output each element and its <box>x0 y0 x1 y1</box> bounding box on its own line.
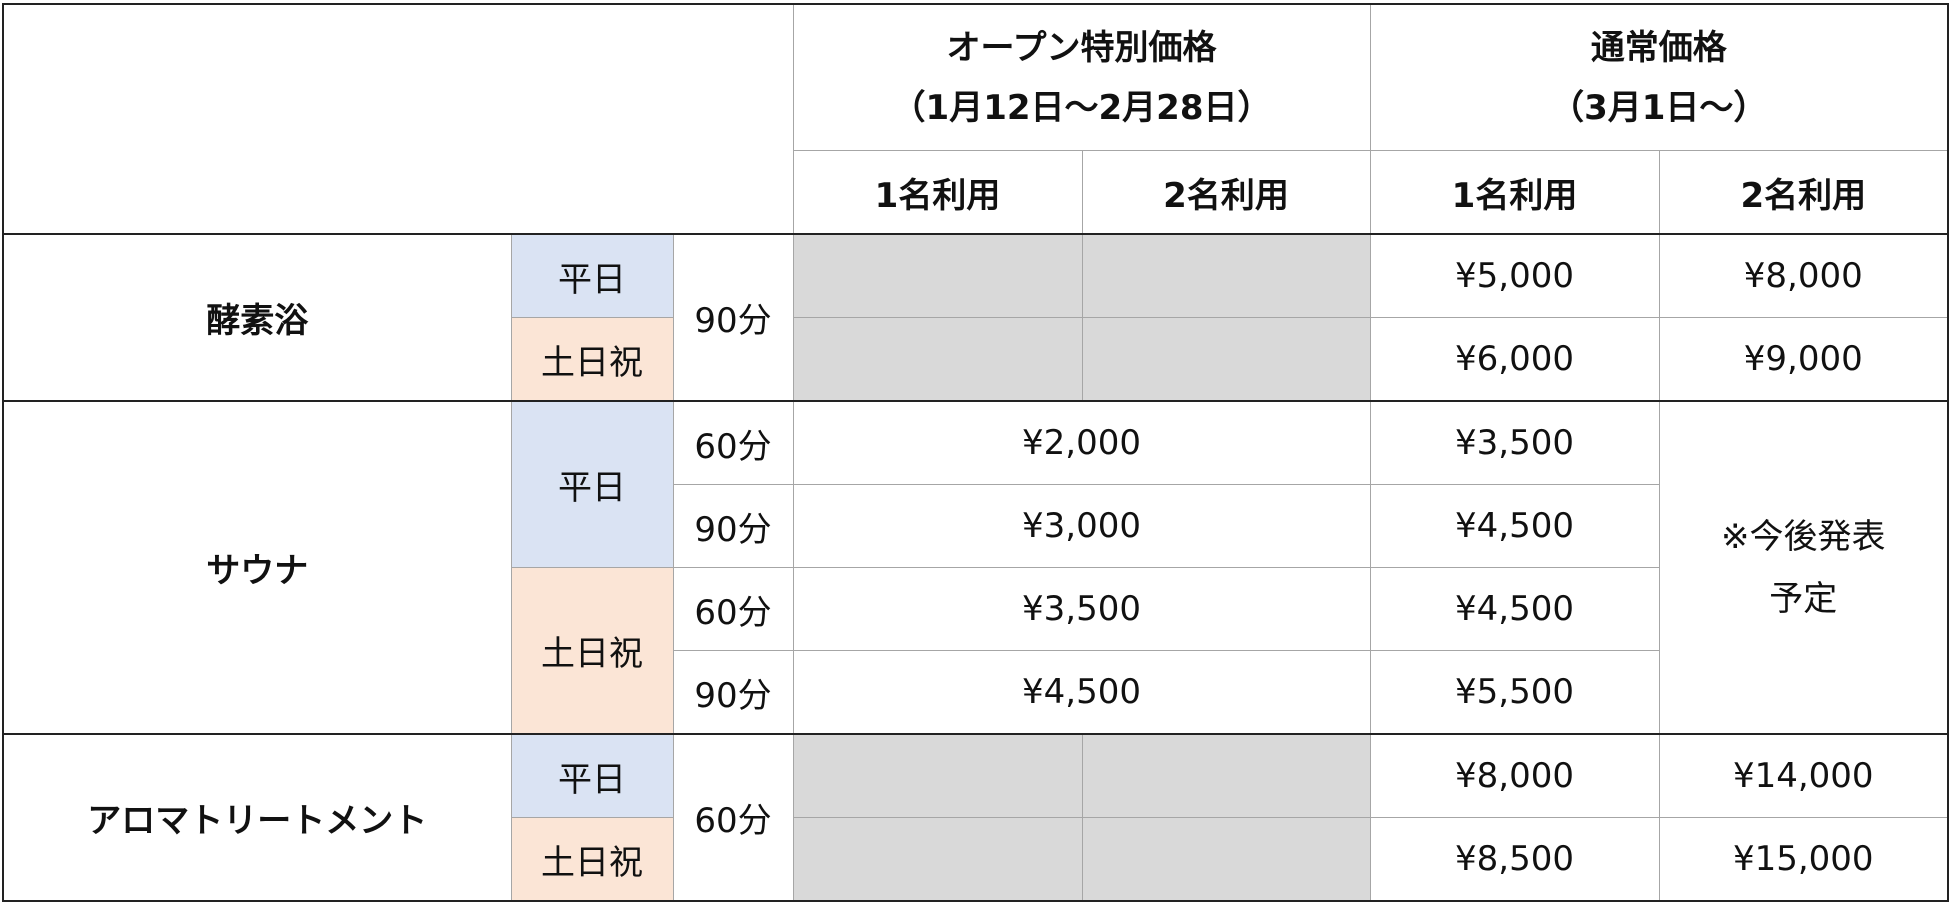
price-cell: ¥3,000 <box>792 484 1371 568</box>
duration: 90分 <box>672 650 794 735</box>
open-price-period: （1月12日～2月28日） <box>891 87 1272 128</box>
open-price-header: オープン特別価格 （1月12日～2月28日） <box>792 3 1371 151</box>
open-price-title: オープン特別価格 <box>946 27 1217 68</box>
price-cell: ¥4,500 <box>1369 484 1660 568</box>
open-1person-header: 1名利用 <box>792 150 1083 235</box>
open-2person-header: 2名利用 <box>1081 150 1371 235</box>
day-type-weekend: 土日祝 <box>510 317 674 402</box>
day-type-weekday: 平日 <box>510 733 674 818</box>
price-cell: ¥3,500 <box>792 567 1371 651</box>
price-cell: ¥5,000 <box>1369 233 1660 318</box>
unavailable-cell <box>792 233 1083 318</box>
price-table: オープン特別価格 （1月12日～2月28日） 通常価格 （3月1日～） 1名利用… <box>2 3 1950 902</box>
duration: 60分 <box>672 400 794 485</box>
regular-2person-header: 2名利用 <box>1658 150 1949 235</box>
duration: 60分 <box>672 733 794 902</box>
price-cell: ¥14,000 <box>1658 733 1949 818</box>
unavailable-cell <box>1081 733 1371 818</box>
regular-price-title: 通常価格 <box>1590 27 1727 68</box>
price-cell: ¥8,500 <box>1369 817 1660 902</box>
unavailable-cell <box>1081 233 1371 318</box>
note-line: 予定 <box>1769 578 1838 619</box>
price-cell: ¥6,000 <box>1369 317 1660 402</box>
price-cell: ¥15,000 <box>1658 817 1949 902</box>
regular-price-header: 通常価格 （3月1日～） <box>1369 3 1949 151</box>
announcement-note: ※今後発表 予定 <box>1658 400 1949 735</box>
corner-blank <box>2 3 794 235</box>
service-enzyme-bath: 酵素浴 <box>2 233 512 402</box>
price-cell: ¥4,500 <box>1369 567 1660 651</box>
price-cell: ¥2,000 <box>792 400 1371 485</box>
table-row: 90分 ¥3,000 ¥4,500 <box>3 484 1948 568</box>
price-cell: ¥8,000 <box>1369 733 1660 818</box>
price-cell: ¥9,000 <box>1658 317 1949 402</box>
duration: 90分 <box>672 484 794 568</box>
duration: 90分 <box>672 233 794 402</box>
day-type-weekend: 土日祝 <box>510 817 674 902</box>
day-type-weekday: 平日 <box>510 233 674 318</box>
table-row: アロマトリートメント 平日 60分 ¥8,000 ¥14,000 <box>2 733 1949 902</box>
unavailable-cell <box>792 733 1083 818</box>
table-row: 90分 ¥4,500 ¥5,500 <box>3 650 1948 735</box>
table-row: 土日祝 ¥8,500 ¥15,000 <box>3 817 1949 902</box>
unavailable-cell <box>1081 817 1371 902</box>
regular-1person-header: 1名利用 <box>1369 150 1660 235</box>
price-cell: ¥8,000 <box>1658 233 1949 318</box>
unavailable-cell <box>792 817 1083 902</box>
table-row: 酵素浴 平日 90分 ¥5,000 ¥8,000 <box>2 233 1949 402</box>
price-cell: ¥5,500 <box>1369 650 1660 735</box>
table-row: 土日祝 ¥6,000 ¥9,000 <box>3 317 1949 402</box>
unavailable-cell <box>1081 317 1371 402</box>
table-row: サウナ 平日 60分 ¥2,000 ¥3,500 ※今後発表 予定 <box>2 400 1949 735</box>
table-row: 土日祝 60分 ¥3,500 ¥4,500 <box>3 567 1948 735</box>
note-line: ※今後発表 <box>1721 516 1886 557</box>
day-type-weekend: 土日祝 <box>510 567 674 735</box>
day-type-weekday: 平日 <box>510 400 674 568</box>
regular-price-period: （3月1日～） <box>1550 87 1768 128</box>
duration: 60分 <box>672 567 794 651</box>
service-aroma-treatment: アロマトリートメント <box>2 733 512 902</box>
unavailable-cell <box>792 317 1083 402</box>
service-sauna: サウナ <box>2 400 512 735</box>
price-cell: ¥3,500 <box>1369 400 1660 485</box>
price-cell: ¥4,500 <box>792 650 1371 735</box>
